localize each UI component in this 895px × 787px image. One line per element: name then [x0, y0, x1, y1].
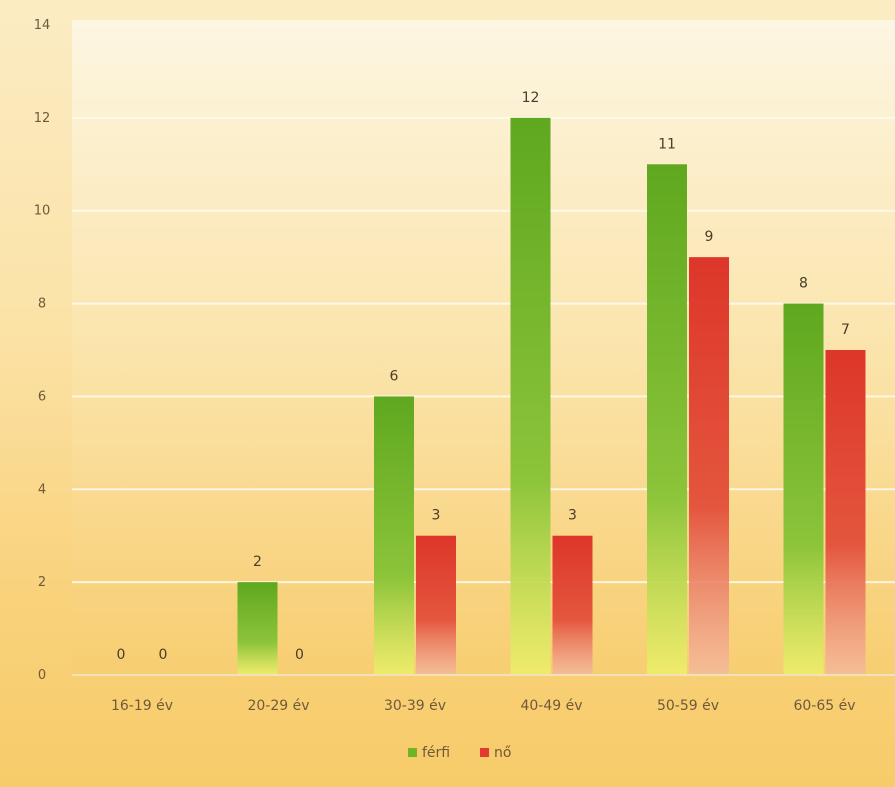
legend-label: férfi: [422, 745, 450, 761]
y-tick-label: 0: [38, 668, 46, 683]
data-label: 7: [841, 322, 850, 338]
data-label: 8: [799, 276, 808, 292]
x-tick-label: 30-39 év: [384, 698, 446, 714]
bar-ferfi: [237, 582, 278, 675]
y-tick-label: 6: [38, 389, 46, 404]
y-tick-label: 2: [38, 575, 46, 590]
legend-label: nő: [494, 745, 511, 761]
bars: 0 0 2 0 6 3 12 3 11 9 8 7: [117, 90, 866, 676]
gridlines: [72, 116, 895, 584]
y-tick-label: 8: [38, 297, 46, 312]
x-tick-label: 60-65 év: [793, 698, 855, 714]
data-label: 0: [295, 647, 304, 663]
data-label: 3: [568, 508, 577, 524]
y-axis: 0 2 4 6 8 10 12 14: [34, 18, 51, 683]
bar-no: [552, 535, 593, 675]
x-tick-label: 50-59 év: [657, 698, 719, 714]
legend-swatch: [480, 748, 489, 757]
data-label: 6: [390, 368, 399, 384]
data-label: 9: [705, 229, 714, 245]
legend: férfi nő: [408, 745, 511, 761]
legend-swatch: [408, 748, 417, 757]
bar-no: [416, 535, 456, 675]
plot-area: [72, 20, 895, 675]
data-label: 12: [522, 90, 540, 106]
x-tick-label: 20-29 év: [247, 698, 309, 714]
bar-ferfi: [374, 396, 414, 675]
data-label: 2: [253, 554, 262, 570]
bar-ferfi: [647, 164, 687, 676]
data-label: 0: [159, 647, 168, 663]
bar-ferfi: [783, 303, 824, 675]
y-tick-label: 10: [34, 204, 51, 219]
bar-no: [825, 350, 866, 675]
x-axis: 16-19 év 20-29 év 30-39 év 40-49 év 50-59 év…: [72, 674, 895, 714]
data-label: 0: [117, 647, 126, 663]
y-tick-label: 14: [34, 18, 51, 33]
y-tick-label: 12: [34, 111, 51, 126]
bar-ferfi: [510, 117, 551, 676]
x-tick-label: 40-49 év: [520, 698, 582, 714]
y-tick-label: 4: [38, 482, 46, 497]
x-tick-label: 16-19 év: [111, 698, 173, 714]
bar-no: [689, 257, 729, 675]
data-label: 3: [432, 508, 441, 524]
data-label: 11: [658, 136, 676, 152]
